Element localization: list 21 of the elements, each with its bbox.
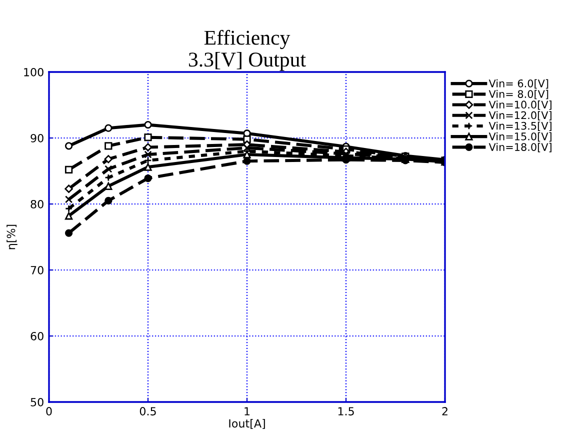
x-tick-label: 0: [46, 407, 52, 416]
y-tick-label: 60: [30, 332, 44, 340]
chart-title: Efficiency 3.3[V] Output: [188, 30, 306, 71]
y-axis-title: η[%]: [6, 224, 18, 250]
y-tick-label: 100: [24, 68, 44, 76]
legend-label: Vin= 8.0[V]: [488, 90, 548, 100]
x-axis-title: Iout[A]: [229, 419, 265, 429]
legend-label: Vin=13.5[V]: [488, 122, 552, 131]
legend-label: Vin=18.0[V]: [488, 142, 552, 152]
x-tick-label: 2: [442, 407, 448, 416]
y-tick-label: 70: [30, 266, 44, 274]
y-tick-label: 80: [30, 200, 44, 208]
legend-label: Vin=15.0[V]: [488, 132, 552, 142]
x-tick-label: 0.5: [140, 407, 156, 416]
x-tick-label: 1.5: [338, 407, 354, 416]
y-tick-label: 90: [30, 134, 44, 142]
x-tick-label: 1: [244, 407, 250, 416]
legend-label: Vin=12.0[V]: [488, 111, 552, 120]
legend-label: Vin= 6.0[V]: [488, 79, 548, 89]
y-tick-label: 50: [30, 398, 44, 406]
legend-label: Vin=10.0[V]: [488, 100, 552, 110]
